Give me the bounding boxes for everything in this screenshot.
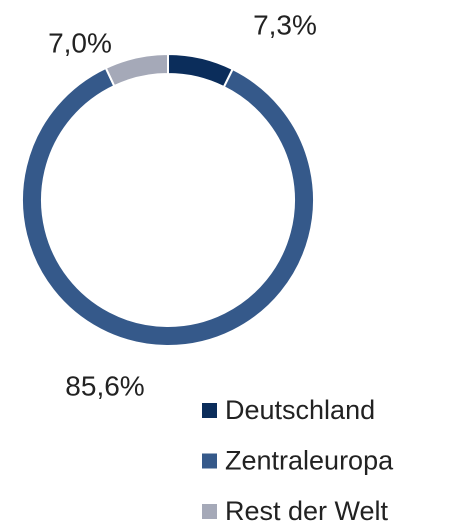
legend-swatch <box>202 453 217 469</box>
legend-swatch <box>202 504 217 519</box>
value-label: 85,6% <box>65 370 144 401</box>
legend-label: Zentraleuropa <box>225 446 394 476</box>
legend-swatch <box>202 403 217 418</box>
legend-label: Deutschland <box>225 395 375 425</box>
value-label: 7,0% <box>48 27 112 58</box>
donut-segment <box>21 66 315 347</box>
value-label: 7,3% <box>253 9 317 40</box>
donut-segment <box>167 52 235 89</box>
donut-segment <box>104 52 169 88</box>
legend-label: Rest der Welt <box>225 496 389 526</box>
